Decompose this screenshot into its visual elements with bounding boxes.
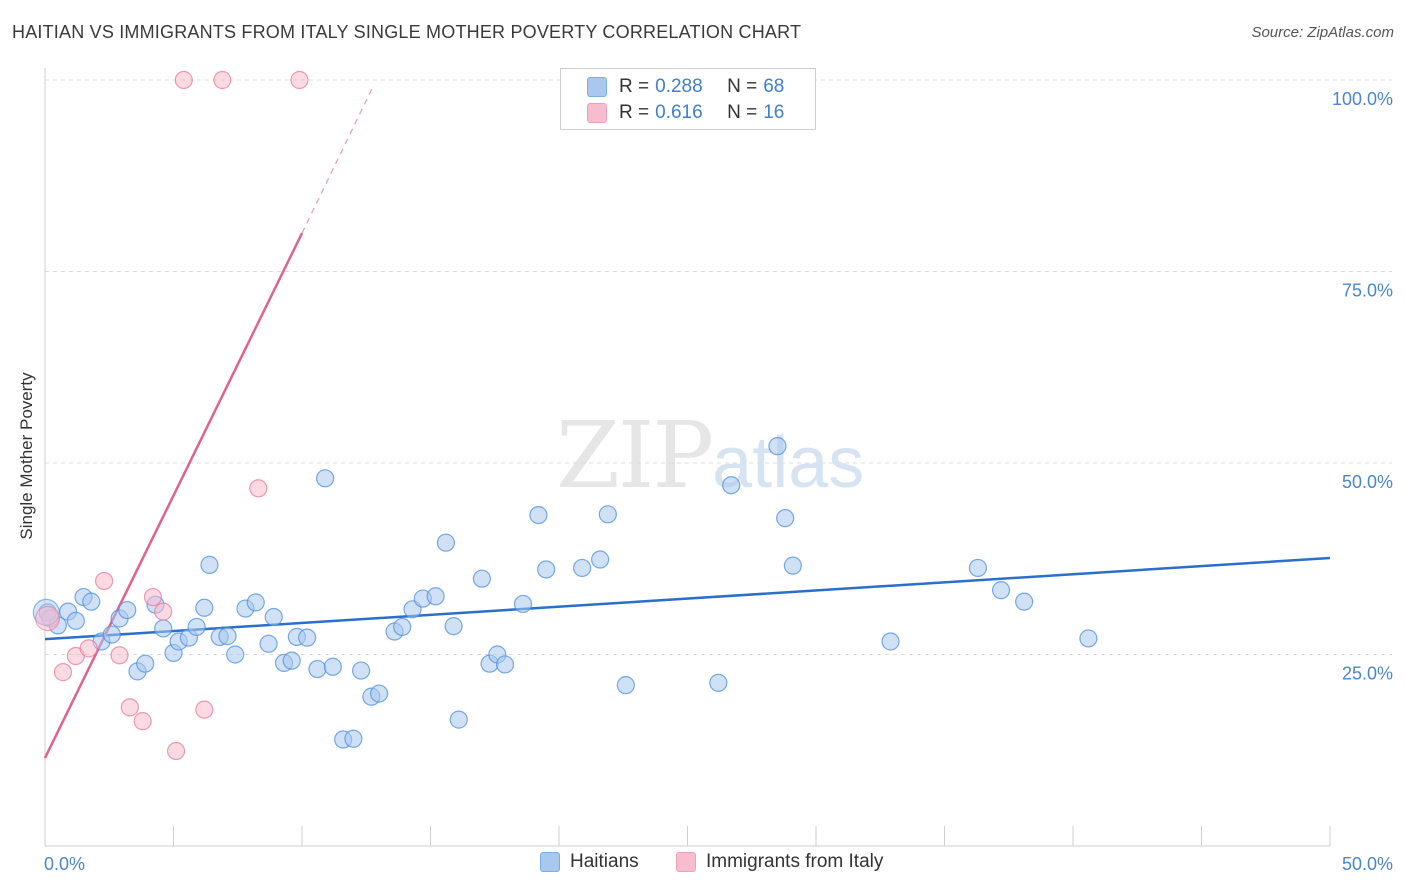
- haitian-point: [298, 628, 317, 647]
- haitian-point: [316, 469, 335, 488]
- bottom-legend-label-haitians: Haitians: [570, 851, 639, 872]
- haitian-point: [323, 657, 342, 676]
- legend-n-value: 68: [763, 76, 785, 97]
- haitian-point: [709, 673, 728, 692]
- haitian-point: [472, 569, 491, 588]
- italy-point: [143, 587, 163, 607]
- legend-row-italy: R = 0.616 N = 16: [587, 101, 784, 125]
- italy-point: [133, 712, 152, 731]
- legend-r-label: R =: [619, 102, 650, 123]
- haitian-point: [591, 550, 610, 569]
- legend-row-haitians: R = 0.288 N = 68: [587, 75, 784, 99]
- haitian-point: [513, 594, 533, 614]
- haitian-point: [529, 505, 548, 525]
- legend-r-label: R =: [619, 76, 650, 97]
- chart-title: HAITIAN VS IMMIGRANTS FROM ITALY SINGLE …: [12, 22, 802, 42]
- tick-labels: 25.0% 50.0% 75.0% 100.0% 0.0% 50.0%: [44, 89, 1393, 874]
- haitian-point: [1015, 592, 1034, 611]
- x-tick-label: 50.0%: [1342, 854, 1393, 874]
- data-points: [32, 70, 1098, 761]
- legend-n-label: N =: [727, 102, 758, 123]
- haitian-point: [991, 581, 1011, 600]
- haitian-point: [449, 710, 468, 729]
- haitian-point: [881, 632, 900, 651]
- haitian-point: [598, 505, 617, 524]
- haitian-point: [370, 684, 389, 703]
- bottom-legend-haitians: Haitians: [540, 851, 639, 873]
- haitian-point: [66, 611, 85, 630]
- haitian-point: [246, 593, 265, 612]
- haitian-point: [968, 558, 988, 578]
- haitian-point: [118, 600, 137, 620]
- haitian-point: [282, 651, 301, 670]
- watermark-zip: ZIP: [556, 402, 714, 509]
- y-tick-label: 75.0%: [1342, 281, 1393, 301]
- italy-point: [79, 639, 98, 658]
- source-credit: Source: ZipAtlas.com: [1251, 24, 1394, 41]
- correlation-legend: R = 0.288 N = 68 R = 0.616 N = 16: [560, 68, 816, 130]
- haitian-point: [1079, 629, 1098, 648]
- bottom-legend-swatch-haitians: [540, 852, 560, 872]
- haitian-point: [616, 676, 635, 695]
- y-tick-label: 50.0%: [1342, 472, 1393, 492]
- italy-point: [249, 479, 268, 498]
- gridlines: [45, 79, 1392, 655]
- haitian-point: [537, 560, 556, 579]
- x-tick-label: 0.0%: [44, 854, 85, 874]
- italy-trendline: [43, 232, 304, 759]
- haitian-point: [344, 729, 363, 748]
- trendlines: [43, 84, 1331, 759]
- bottom-legend-label-italy: Immigrants from Italy: [706, 851, 884, 872]
- legend-swatch-haitians: [587, 77, 607, 97]
- haitian-point: [82, 592, 101, 611]
- legend-r-value: 0.616: [655, 102, 703, 123]
- italy-point: [195, 700, 214, 719]
- axes: [44, 68, 1331, 847]
- haitian-point: [308, 659, 327, 679]
- y-tick-label: 25.0%: [1342, 664, 1393, 684]
- haitian-point: [393, 617, 412, 637]
- italy-point: [95, 571, 114, 591]
- italy-point: [213, 70, 232, 90]
- italy-point: [166, 741, 186, 761]
- italy-trendline-extension: [301, 84, 375, 234]
- haitian-point: [352, 661, 371, 680]
- haitian-point: [200, 555, 219, 574]
- italy-point: [120, 698, 139, 717]
- haitian-point: [136, 654, 155, 673]
- legend-n-value: 16: [763, 102, 785, 123]
- haitian-point: [259, 634, 278, 653]
- haitian-point: [573, 558, 592, 578]
- haitian-point: [776, 509, 795, 528]
- haitian-point: [722, 476, 741, 495]
- italy-point: [110, 646, 129, 665]
- haitian-point: [495, 655, 515, 674]
- haitian-point: [783, 556, 802, 575]
- haitian-trendline: [44, 556, 1331, 641]
- italy-point: [290, 70, 309, 90]
- haitian-point: [226, 645, 245, 664]
- legend-swatch-italy: [587, 103, 607, 123]
- y-tick-label: 100.0%: [1332, 89, 1393, 109]
- haitian-point: [264, 607, 283, 627]
- italy-point: [174, 70, 193, 90]
- italy-point-large: [34, 605, 61, 632]
- haitian-point: [426, 587, 445, 606]
- haitian-point: [768, 437, 787, 456]
- haitian-point: [154, 619, 173, 638]
- italy-point: [154, 602, 173, 621]
- legend-r-value: 0.288: [655, 76, 703, 97]
- haitian-point: [102, 625, 121, 644]
- bottom-legend-italy: Immigrants from Italy: [676, 851, 883, 873]
- haitian-point: [218, 627, 237, 646]
- haitian-point: [195, 598, 214, 617]
- haitian-point: [436, 533, 456, 552]
- haitian-point: [187, 617, 206, 637]
- bottom-legend-swatch-italy: [676, 852, 696, 872]
- legend-n-label: N =: [727, 76, 758, 97]
- italy-point: [53, 663, 73, 682]
- y-axis-label: Single Mother Poverty: [17, 372, 36, 540]
- haitian-point: [444, 617, 463, 636]
